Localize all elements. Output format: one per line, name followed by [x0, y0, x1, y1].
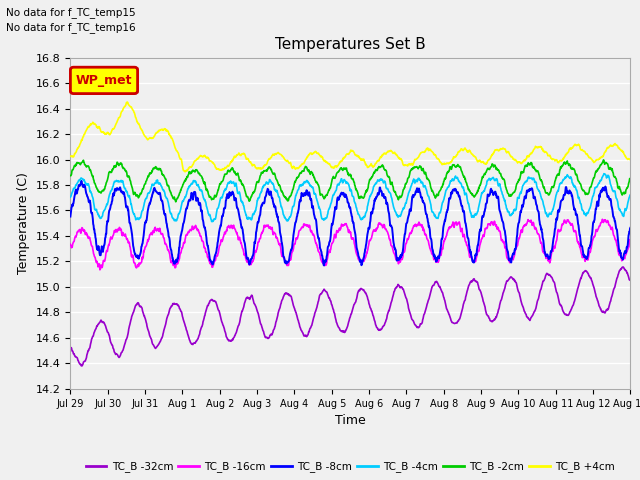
Title: Temperatures Set B: Temperatures Set B	[275, 37, 426, 52]
Text: No data for f_TC_temp15: No data for f_TC_temp15	[6, 7, 136, 18]
Text: WP_met: WP_met	[76, 74, 132, 87]
Text: No data for f_TC_temp16: No data for f_TC_temp16	[6, 22, 136, 33]
X-axis label: Time: Time	[335, 414, 366, 427]
Legend: TC_B -32cm, TC_B -16cm, TC_B -8cm, TC_B -4cm, TC_B -2cm, TC_B +4cm: TC_B -32cm, TC_B -16cm, TC_B -8cm, TC_B …	[81, 457, 620, 476]
Y-axis label: Temperature (C): Temperature (C)	[17, 172, 30, 274]
